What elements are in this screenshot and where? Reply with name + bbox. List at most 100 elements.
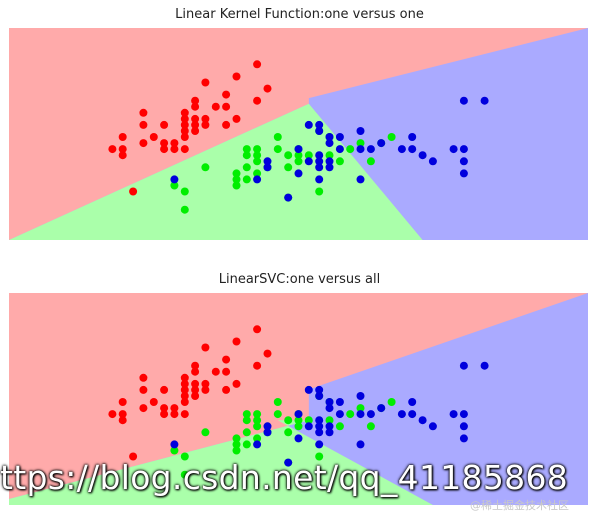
data-point-blue (366, 145, 375, 154)
data-point-red (170, 410, 179, 419)
data-point-green (242, 163, 251, 172)
data-point-blue (449, 410, 458, 419)
chart-title: LinearSVC:one versus all (218, 272, 381, 287)
data-point-blue (315, 127, 324, 135)
data-point-red (139, 108, 148, 117)
region-green (9, 420, 433, 505)
watermark-url: ttps://blog.csdn.net/qq_41185868 (0, 458, 569, 497)
data-point-red (191, 361, 200, 370)
data-point-green (366, 157, 375, 166)
data-point-blue (263, 163, 272, 172)
data-point-red (232, 114, 241, 123)
data-point-blue (397, 410, 406, 419)
data-point-blue (325, 398, 334, 406)
data-point-blue (325, 428, 334, 437)
data-point-green (232, 446, 241, 455)
chart-title: Linear Kernel Function:one versus one (175, 7, 424, 22)
data-point-red (139, 120, 148, 129)
data-point-red (180, 145, 189, 154)
data-point-green (170, 181, 179, 190)
data-point-green (170, 446, 179, 455)
data-point-red (180, 114, 189, 123)
data-point-blue (315, 416, 324, 425)
data-point-blue (325, 422, 334, 431)
data-point-green (284, 416, 293, 425)
data-point-green (284, 151, 293, 160)
data-point-red (263, 349, 272, 358)
data-point-red (129, 452, 138, 461)
data-point-red (180, 385, 189, 394)
data-point-green (284, 428, 293, 437)
data-point-red (108, 410, 117, 419)
data-point-blue (480, 96, 489, 105)
data-point-blue (356, 127, 365, 135)
data-point-blue (284, 458, 293, 467)
data-point-green (315, 187, 324, 196)
data-point-blue (335, 398, 344, 406)
data-point-red (222, 90, 231, 99)
data-point-red (191, 96, 200, 105)
data-point-blue (459, 157, 468, 166)
data-point-green (273, 145, 282, 154)
data-point-green (232, 181, 241, 190)
data-point-red (253, 361, 262, 370)
data-point-red (201, 78, 210, 87)
data-point-blue (315, 440, 324, 449)
data-point-green (284, 163, 293, 172)
data-point-green (346, 410, 355, 419)
data-point-blue (304, 157, 313, 166)
data-point-green (294, 157, 303, 166)
data-point-blue (315, 175, 324, 184)
data-point-red (180, 108, 189, 117)
data-point-green (315, 452, 324, 461)
region-red (9, 28, 588, 240)
data-point-green (346, 145, 355, 154)
data-point-red (170, 139, 179, 148)
data-point-blue (315, 157, 324, 166)
data-point-red (222, 102, 231, 111)
data-point-red (253, 96, 262, 105)
data-point-blue (325, 163, 334, 172)
data-point-green (242, 428, 251, 437)
data-point-red (118, 145, 127, 154)
data-point-green (201, 163, 210, 172)
data-point-blue (325, 133, 334, 141)
data-point-red (201, 114, 210, 123)
data-point-blue (304, 120, 313, 129)
data-point-blue (459, 422, 468, 431)
data-point-green (253, 157, 262, 166)
watermark-source: @稀土掘金技术社区 (470, 499, 569, 512)
plot-area (9, 28, 588, 240)
data-point-red (180, 392, 189, 400)
data-point-blue (304, 422, 313, 431)
data-point-red (180, 120, 189, 129)
data-point-green (335, 422, 344, 431)
data-point-red (211, 367, 220, 376)
data-point-red (160, 385, 169, 394)
data-point-blue (377, 404, 386, 413)
data-point-red (170, 145, 179, 154)
data-point-blue (325, 139, 334, 148)
data-point-green (253, 151, 262, 160)
data-point-red (201, 120, 210, 129)
data-point-green (232, 434, 241, 443)
data-point-red (149, 133, 158, 141)
data-point-blue (253, 440, 262, 449)
data-point-green (180, 205, 189, 214)
data-point-red (232, 379, 241, 388)
data-point-red (201, 343, 210, 352)
plot-area (9, 293, 588, 505)
chart-one-versus-all: LinearSVC:one versus all (0, 265, 599, 515)
data-point-blue (408, 133, 417, 141)
data-point-green (304, 416, 313, 425)
data-point-red (129, 187, 138, 196)
data-point-red (160, 139, 169, 148)
data-point-green (273, 398, 282, 406)
data-point-red (191, 102, 200, 111)
data-point-blue (170, 440, 179, 449)
data-point-blue (418, 416, 427, 425)
data-point-red (232, 337, 241, 346)
data-point-green (253, 422, 262, 431)
data-point-red (222, 355, 231, 364)
data-point-blue (480, 361, 489, 370)
